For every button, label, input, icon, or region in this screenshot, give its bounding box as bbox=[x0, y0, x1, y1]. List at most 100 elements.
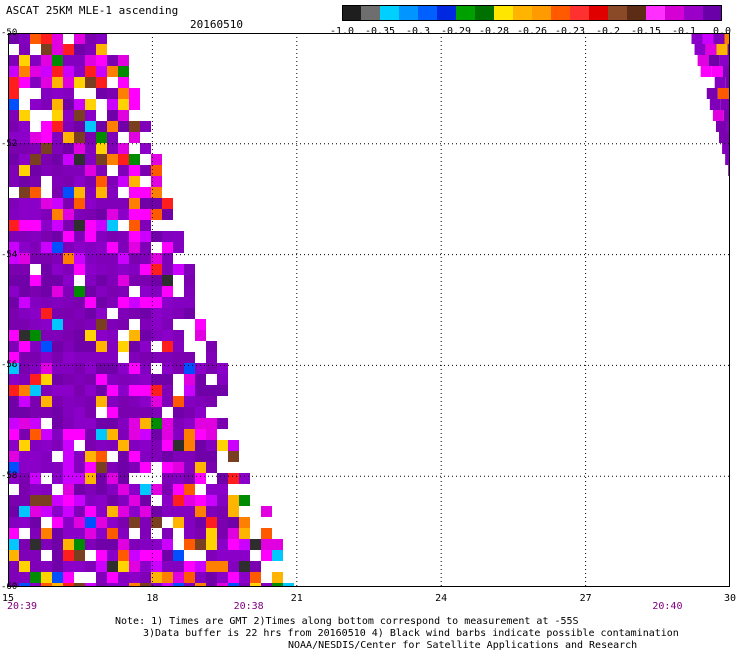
colorbar-label: -1.0 bbox=[329, 26, 355, 37]
data-cell bbox=[129, 121, 140, 132]
data-cell bbox=[74, 440, 85, 451]
data-cell bbox=[118, 495, 129, 506]
data-cell bbox=[52, 506, 63, 517]
data-cell bbox=[151, 451, 162, 462]
data-cell bbox=[140, 517, 151, 528]
colorbar-label: 0.0 bbox=[712, 26, 732, 37]
data-cell bbox=[151, 517, 162, 528]
data-cell bbox=[85, 33, 96, 44]
data-cell bbox=[96, 561, 107, 572]
data-cell bbox=[129, 341, 140, 352]
data-cell bbox=[74, 198, 85, 209]
data-cell bbox=[107, 473, 118, 484]
data-cell bbox=[8, 418, 19, 429]
data-cell bbox=[52, 363, 63, 374]
map-title: ASCAT 25KM MLE-1 ascending bbox=[6, 4, 179, 17]
data-cell bbox=[8, 55, 19, 66]
data-cell bbox=[206, 583, 217, 587]
data-cell bbox=[118, 484, 129, 495]
data-cell bbox=[107, 143, 118, 154]
data-cell bbox=[217, 528, 228, 539]
data-cell bbox=[217, 572, 228, 583]
data-cell bbox=[63, 396, 74, 407]
data-cell bbox=[129, 176, 140, 187]
x-tick-label: 30 bbox=[723, 593, 737, 604]
data-cell bbox=[151, 528, 162, 539]
data-cell bbox=[107, 165, 118, 176]
data-cell bbox=[96, 352, 107, 363]
data-cell bbox=[41, 143, 52, 154]
data-cell bbox=[96, 407, 107, 418]
data-cell bbox=[118, 550, 129, 561]
data-cell bbox=[697, 55, 709, 66]
map-date: 20160510 bbox=[190, 18, 243, 31]
data-cell bbox=[107, 132, 118, 143]
data-cell bbox=[184, 363, 195, 374]
data-cell bbox=[63, 418, 74, 429]
data-cell bbox=[19, 286, 30, 297]
data-cell bbox=[228, 506, 239, 517]
data-cell bbox=[195, 484, 206, 495]
map-plot bbox=[8, 33, 730, 587]
data-cell bbox=[85, 550, 96, 561]
data-cell bbox=[52, 374, 63, 385]
data-cell bbox=[96, 341, 107, 352]
colorbar-segment bbox=[380, 5, 399, 21]
data-cell bbox=[52, 330, 63, 341]
data-cell bbox=[19, 198, 30, 209]
data-cell bbox=[30, 33, 41, 44]
data-cell bbox=[8, 275, 19, 286]
data-cell bbox=[173, 495, 184, 506]
data-cell bbox=[8, 495, 19, 506]
data-cell bbox=[173, 418, 184, 429]
data-cell bbox=[85, 242, 96, 253]
colorbar-segment bbox=[361, 5, 380, 21]
data-cell bbox=[708, 55, 720, 66]
data-cell bbox=[129, 242, 140, 253]
data-cell bbox=[184, 484, 195, 495]
data-cell bbox=[52, 484, 63, 495]
colorbar-segment bbox=[437, 5, 456, 21]
data-cell bbox=[173, 429, 184, 440]
data-cell bbox=[41, 198, 52, 209]
data-cell bbox=[30, 66, 41, 77]
data-cell bbox=[30, 550, 41, 561]
data-cell bbox=[85, 572, 96, 583]
data-cell bbox=[228, 440, 239, 451]
data-cell bbox=[272, 539, 283, 550]
data-cell bbox=[140, 286, 151, 297]
y-tick-label: -60 bbox=[1, 582, 18, 592]
data-cell bbox=[129, 407, 140, 418]
data-cell bbox=[96, 308, 107, 319]
data-cell bbox=[8, 33, 19, 44]
data-cell bbox=[8, 143, 19, 154]
data-cell bbox=[52, 352, 63, 363]
data-cell bbox=[41, 396, 52, 407]
data-cell bbox=[74, 561, 85, 572]
data-cell bbox=[63, 220, 74, 231]
data-cell bbox=[118, 286, 129, 297]
y-tick-label: -54 bbox=[1, 249, 18, 260]
data-cell bbox=[184, 374, 195, 385]
data-cell bbox=[41, 550, 52, 561]
data-cell bbox=[63, 308, 74, 319]
data-cell bbox=[151, 495, 162, 506]
data-cell bbox=[63, 539, 74, 550]
data-cell bbox=[8, 550, 19, 561]
data-cell bbox=[30, 583, 41, 587]
data-cell bbox=[162, 286, 173, 297]
data-cell bbox=[74, 451, 85, 462]
data-cell bbox=[107, 363, 118, 374]
data-cell bbox=[173, 396, 184, 407]
data-cell bbox=[85, 99, 96, 110]
data-cell bbox=[96, 330, 107, 341]
data-cell bbox=[96, 363, 107, 374]
data-cell bbox=[19, 66, 30, 77]
data-cell bbox=[52, 99, 63, 110]
data-cell bbox=[30, 88, 41, 99]
data-cell bbox=[74, 506, 85, 517]
data-cell bbox=[217, 517, 228, 528]
data-cell bbox=[151, 407, 162, 418]
data-cell bbox=[184, 275, 195, 286]
data-cell bbox=[195, 550, 206, 561]
